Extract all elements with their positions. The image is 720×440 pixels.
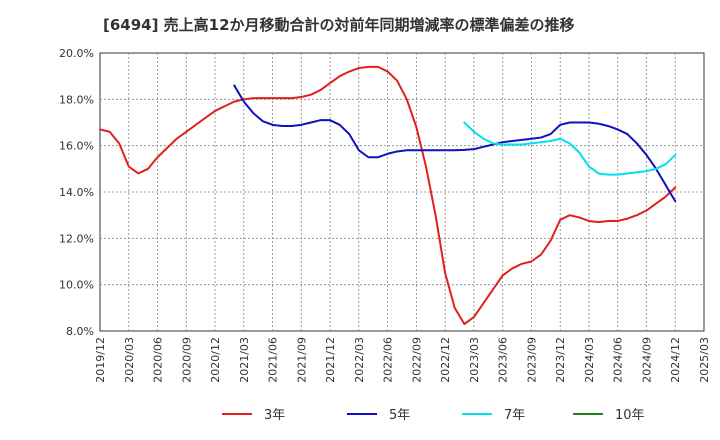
x-tick-label: 2021/12: [324, 337, 337, 383]
y-axis: 20.0% 18.0% 16.0% 14.0% 12.0% 10.0% 8.0%: [59, 47, 94, 338]
series-line-1: [233, 84, 677, 203]
x-tick-label: 2022/03: [353, 337, 366, 383]
y-tick-label: 14.0%: [59, 186, 94, 199]
series-line-2: [463, 121, 677, 176]
x-tick-label: 2021/09: [295, 337, 308, 383]
x-tick-label: 2020/03: [123, 337, 136, 383]
y-tick-label: 10.0%: [59, 279, 94, 292]
x-tick-label: 2023/03: [468, 337, 481, 383]
chart-title: [6494] 売上高12か月移動合計の対前年同期増減率の標準偏差の推移: [103, 16, 575, 34]
series-layer: [99, 65, 677, 326]
y-tick-label: 8.0%: [66, 325, 94, 338]
x-tick-label: 2024/03: [583, 337, 596, 383]
y-tick-label: 18.0%: [59, 93, 94, 106]
x-tick-label: 2024/12: [669, 337, 682, 383]
x-tick-label: 2023/06: [497, 337, 510, 383]
x-axis: 2019/12 2020/03 2020/06 2020/09 2020/12 2021/…: [94, 337, 711, 383]
x-tick-label: 2025/03: [698, 337, 711, 383]
legend-label-1: 5年: [389, 408, 410, 423]
x-tick-label: 2022/06: [382, 337, 395, 383]
legend-label-0: 3年: [264, 408, 285, 423]
x-tick-label: 2023/09: [525, 337, 538, 383]
x-tick-label: 2023/12: [554, 337, 567, 383]
grid: [100, 53, 704, 331]
x-tick-label: 2021/03: [238, 337, 251, 383]
x-tick-label: 2020/09: [180, 337, 193, 383]
legend: 3年 5年 7年 10年: [222, 408, 645, 423]
x-tick-label: 2024/09: [640, 337, 653, 383]
x-tick-label: 2024/06: [612, 337, 625, 383]
x-tick-label: 2022/12: [439, 337, 452, 383]
y-tick-label: 16.0%: [59, 140, 94, 153]
x-tick-label: 2021/06: [267, 337, 280, 383]
x-tick-label: 2019/12: [94, 337, 107, 383]
series-line-0: [99, 65, 677, 326]
x-tick-label: 2020/12: [209, 337, 222, 383]
legend-label-3: 10年: [615, 408, 645, 423]
legend-label-2: 7年: [504, 408, 525, 423]
y-tick-label: 20.0%: [59, 47, 94, 60]
y-tick-label: 12.0%: [59, 232, 94, 245]
x-tick-label: 2022/09: [410, 337, 423, 383]
x-tick-label: 2020/06: [152, 337, 165, 383]
